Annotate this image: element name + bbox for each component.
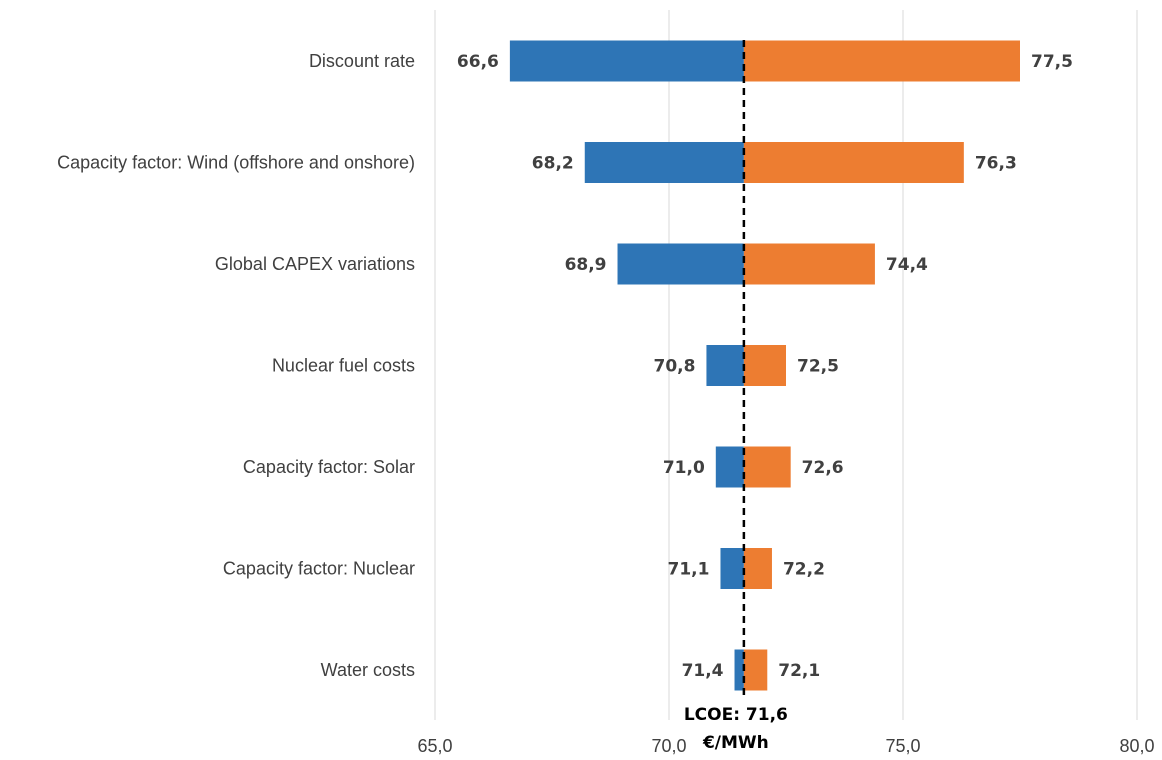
bar-high: [743, 142, 964, 183]
category-label: Capacity factor: Solar: [243, 457, 415, 477]
bar-low: [706, 345, 744, 386]
category-label: Water costs: [321, 660, 415, 680]
data-label-low: 71,1: [668, 560, 710, 580]
data-label-high: 72,6: [802, 458, 844, 478]
category-label: Global CAPEX variations: [215, 254, 415, 274]
x-axis: 65,0 70,0 75,0 80,0: [417, 736, 1154, 756]
bar-low: [734, 649, 744, 691]
bar-high: [743, 548, 772, 589]
data-label-high: 72,5: [797, 357, 839, 377]
bar-high: [743, 649, 768, 691]
labels: Discount rate 66,6 77,5 Capacity factor: Wi…: [57, 51, 1073, 681]
bar-high: [743, 40, 1020, 82]
data-label-high: 77,5: [1031, 52, 1073, 72]
data-label-high: 72,2: [783, 560, 825, 580]
x-tick-label: 75,0: [885, 736, 920, 756]
base-value-label: LCOE: 71,6: [684, 705, 788, 725]
data-label-high: 74,4: [886, 255, 928, 275]
x-tick-label: 70,0: [651, 736, 686, 756]
bar-high: [743, 345, 786, 386]
bar-low: [617, 243, 744, 285]
data-label-low: 71,4: [682, 661, 724, 681]
base-value-unit: €/MWh: [702, 733, 769, 753]
data-label-low: 68,9: [565, 255, 607, 275]
bar-low: [584, 142, 744, 183]
data-label-low: 66,6: [457, 52, 499, 72]
bar-high: [743, 446, 791, 488]
data-label-high: 72,1: [778, 661, 820, 681]
data-label-low: 71,0: [663, 458, 705, 478]
data-label-high: 76,3: [975, 154, 1017, 174]
category-label: Nuclear fuel costs: [272, 356, 415, 376]
x-tick-label: 80,0: [1119, 736, 1154, 756]
data-label-low: 68,2: [532, 154, 574, 174]
x-tick-label: 65,0: [417, 736, 452, 756]
bar-low: [509, 40, 744, 82]
category-label: Capacity factor: Wind (offshore and onsh…: [57, 153, 415, 173]
bar-high: [743, 243, 875, 285]
bar-low: [720, 548, 744, 589]
data-label-low: 70,8: [653, 357, 695, 377]
category-label: Capacity factor: Nuclear: [223, 559, 415, 579]
category-label: Discount rate: [309, 51, 415, 71]
gridlines: [434, 10, 1138, 720]
bar-low: [715, 446, 744, 488]
bars: [509, 40, 1020, 691]
